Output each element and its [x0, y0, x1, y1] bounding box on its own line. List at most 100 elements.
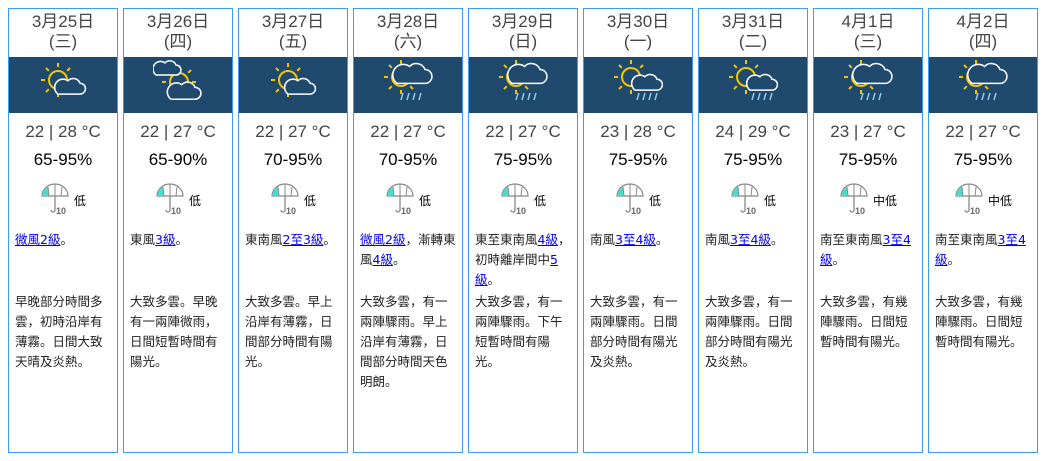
date-label: 3月27日: [261, 12, 325, 31]
wind-forecast: 南風3至4級。: [584, 230, 692, 288]
weekday-label: (六): [393, 32, 423, 51]
weather-icon-band: [929, 57, 1037, 113]
weather-description: 大致多雲。早上沿岸有薄霧，日間部分時間有陽光。: [245, 294, 333, 369]
umbrella-icon: 10: [155, 182, 185, 218]
forecast-day: 3月28日 (六) 22 | 27 °C 70-95% 10 低 微風2級，漸轉東風…: [353, 8, 463, 453]
umbrella-icon: 10: [954, 182, 984, 218]
umbrella-icon: 10: [730, 182, 760, 218]
forecast-date: 3月27日 (五): [239, 9, 347, 57]
wind-text: 東至東南風: [475, 232, 538, 247]
wind-text: ，初時離岸間中: [475, 232, 571, 267]
forecast-date: 3月30日 (一): [584, 9, 692, 57]
humidity-range: 70-95%: [378, 150, 438, 169]
weather-description: 大致多雲，有幾陣驟雨。日間短暫時間有陽光。: [820, 294, 908, 349]
humidity-range: 75-95%: [723, 150, 783, 169]
umbrella-icon: 10: [839, 182, 869, 218]
wind-force-link[interactable]: 4級: [372, 252, 393, 267]
weather-description: 早晚部分時間多雲，初時沿岸有薄霧。日間大致天晴及炎熱。: [15, 294, 103, 369]
umbrella-icon: 10: [270, 182, 300, 218]
wind-forecast: 南至東南風3至4級。: [929, 230, 1037, 288]
psr-label: 低: [763, 193, 776, 208]
forecast-day: 3月27日 (五) 22 | 27 °C 70-95% 10 低 東南風2至3級。 …: [238, 8, 348, 453]
svg-text:10: 10: [516, 206, 526, 215]
psr-label: 低: [188, 193, 201, 208]
wind-forecast: 南風3至4級。: [699, 230, 807, 288]
wind-forecast: 微風2級，漸轉東風4級。: [354, 230, 462, 288]
psr-indicator: 10 低: [239, 182, 347, 218]
wind-force-link[interactable]: 3至4級: [615, 232, 656, 247]
temperature-range: 24 | 29 °C: [715, 122, 791, 141]
forecast-day: 4月1日 (三) 23 | 27 °C 75-95% 10 中低 南至東南風3至4級…: [813, 8, 923, 453]
psr-label: 低: [303, 193, 316, 208]
weather-icon-band: [9, 57, 117, 113]
humidity-range: 70-95%: [263, 150, 323, 169]
weather-description: 大致多雲，有一兩陣驟雨。下午短暫時間有陽光。: [475, 294, 563, 369]
svg-text:10: 10: [171, 206, 181, 215]
umbrella-icon: 10: [40, 182, 70, 218]
wind-text: 。: [947, 252, 961, 267]
wind-force-link[interactable]: 3級: [155, 232, 176, 247]
wind-force-link[interactable]: 2至3級: [282, 232, 324, 247]
weekday-label: (三): [48, 32, 78, 51]
forecast-date: 3月25日 (三): [9, 9, 117, 57]
wind-text: 。: [655, 232, 669, 247]
weekday-label: (二): [738, 32, 768, 51]
weekday-label: (四): [968, 32, 998, 51]
wind-force-link[interactable]: 3至4級: [820, 232, 911, 267]
wind-force-link[interactable]: 微風2級: [15, 232, 61, 247]
wind-forecast: 東至東南風4級，初時離岸間中5級。: [469, 230, 577, 288]
psr-label: 低: [73, 193, 86, 208]
psr-indicator: 10 低: [699, 182, 807, 218]
psr-indicator: 10 中低: [814, 182, 922, 218]
svg-text:10: 10: [970, 206, 980, 215]
date-label: 3月29日: [491, 12, 555, 31]
weekday-label: (一): [623, 32, 653, 51]
wind-text: 。: [487, 272, 501, 287]
forecast-day: 3月29日 (日) 22 | 27 °C 75-95% 10 低 東至東南風4級，初…: [468, 8, 578, 453]
wind-text: 南風: [705, 232, 731, 247]
wind-force-link[interactable]: 3至4級: [730, 232, 771, 247]
date-label: 3月25日: [31, 12, 95, 31]
wind-text: 南至東南風: [820, 232, 883, 247]
humidity-range: 75-95%: [953, 150, 1013, 169]
temperature-range: 22 | 27 °C: [485, 122, 561, 141]
date-label: 3月28日: [376, 12, 440, 31]
wind-force-link[interactable]: 5級: [475, 252, 558, 287]
weather-description: 大致多雲，有一兩陣驟雨。日間部分時間有陽光及炎熱。: [705, 294, 793, 369]
weather-description: 大致多雲，有一兩陣驟雨。日間部分時間有陽光及炎熱。: [590, 294, 678, 369]
umbrella-icon: 10: [615, 182, 645, 218]
date-label: 4月1日: [841, 12, 895, 31]
sunny-periods-showers-icon: [728, 60, 779, 110]
svg-text:10: 10: [401, 206, 411, 215]
date-label: 4月2日: [956, 12, 1010, 31]
wind-text: 東南風: [245, 232, 283, 247]
weekday-label: (五): [278, 32, 308, 51]
weather-icon-band: [354, 57, 462, 113]
temperature-range: 22 | 27 °C: [945, 122, 1021, 141]
psr-label: 低: [533, 193, 546, 208]
wind-force-link[interactable]: 微風2級: [360, 232, 406, 247]
wind-force-link[interactable]: 4級: [537, 232, 558, 247]
weather-icon-band: [584, 57, 692, 113]
wind-text: 南至東南風: [935, 232, 998, 247]
weather-icon-band: [699, 57, 807, 113]
wind-text: 。: [832, 252, 846, 267]
sunny-intervals-showers-icon: [843, 60, 893, 110]
wind-force-link[interactable]: 3至4級: [935, 232, 1026, 267]
wind-text: ，漸轉東風: [360, 232, 456, 267]
psr-indicator: 10 中低: [929, 182, 1037, 218]
psr-label: 低: [418, 193, 431, 208]
psr-indicator: 10 低: [354, 182, 462, 218]
wind-text: 南風: [590, 232, 616, 247]
forecast-date: 4月1日 (三): [814, 9, 922, 57]
sunny-periods-icon: [268, 60, 318, 110]
humidity-range: 75-95%: [608, 150, 668, 169]
umbrella-icon: 10: [385, 182, 415, 218]
sunny-intervals-icon: [152, 60, 203, 110]
weekday-label: (日): [508, 32, 538, 51]
forecast-date: 3月31日 (二): [699, 9, 807, 57]
sunny-periods-icon: [38, 60, 88, 110]
svg-text:10: 10: [855, 206, 865, 215]
psr-label: 中低: [872, 193, 897, 208]
